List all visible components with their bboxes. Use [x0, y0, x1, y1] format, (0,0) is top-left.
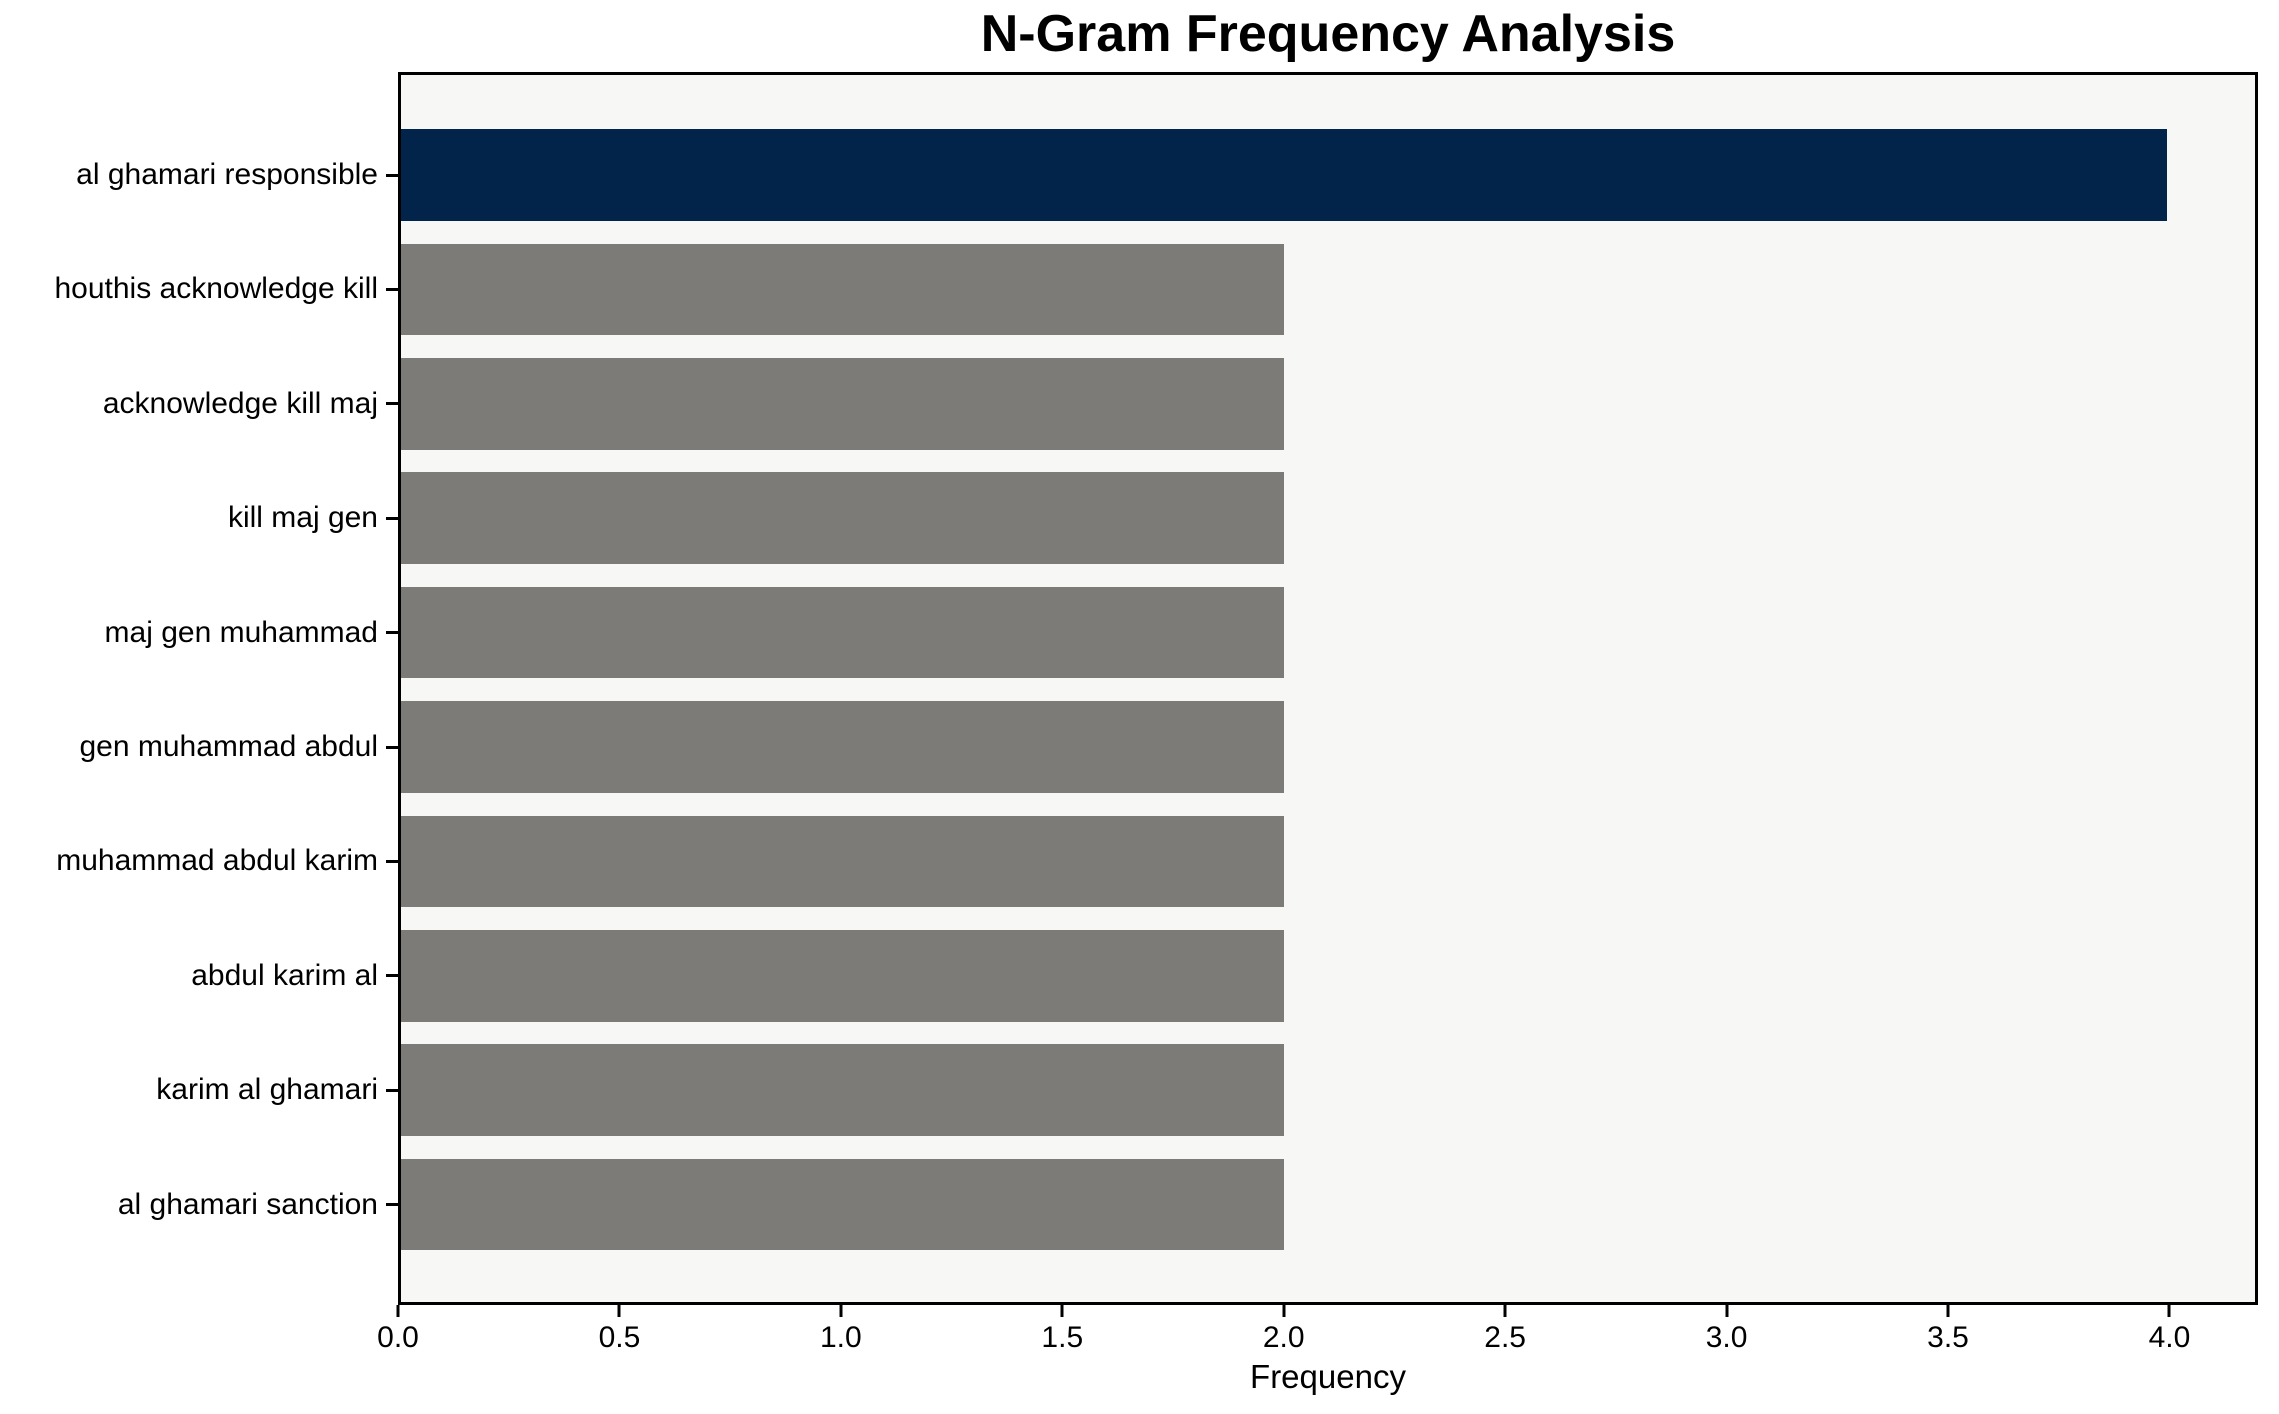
- y-tick-mark: [386, 745, 398, 749]
- x-tick-label: 1.5: [1041, 1321, 1084, 1354]
- bar: [401, 129, 2167, 221]
- x-tick-mark: [2167, 1305, 2171, 1317]
- y-tick-mark: [386, 287, 398, 291]
- x-tick-label: 3.0: [1705, 1321, 1748, 1354]
- bar: [401, 701, 1284, 793]
- x-tick-mark: [1503, 1305, 1507, 1317]
- x-tick-label: 0.5: [598, 1321, 641, 1354]
- x-tick-label: 0.0: [377, 1321, 419, 1354]
- y-tick-label: al ghamari sanction: [117, 1187, 378, 1221]
- y-tick-mark: [386, 631, 398, 635]
- x-tick-label: 2.5: [1484, 1321, 1526, 1354]
- bar: [401, 358, 1284, 450]
- plot-area: [398, 72, 2258, 1305]
- x-axis-title: Frequency: [1250, 1358, 1406, 1395]
- x-tick-label: 4.0: [2148, 1321, 2191, 1354]
- y-tick-mark: [386, 1203, 398, 1207]
- y-tick-mark: [386, 516, 398, 520]
- x-tick-label: 3.5: [1927, 1321, 1969, 1354]
- y-tick-label: kill maj gen: [227, 501, 378, 535]
- x-tick-mark: [617, 1305, 621, 1317]
- y-tick-label: muhammad abdul karim: [56, 844, 378, 878]
- y-tick-label: acknowledge kill maj: [102, 386, 378, 420]
- x-tick-mark: [1060, 1305, 1064, 1317]
- x-tick-mark: [1282, 1305, 1286, 1317]
- x-tick-label: 1.0: [819, 1321, 862, 1354]
- bar: [401, 815, 1284, 908]
- x-axis: 0.0 0.5 1.0 1.5 2.0 2.5 3.0 3.5 4.0: [377, 1305, 2258, 1405]
- x-tick-mark: [396, 1305, 400, 1317]
- y-tick-mark: [386, 402, 398, 406]
- y-tick-mark: [386, 859, 398, 863]
- x-tick-label: 2.0: [1262, 1321, 1305, 1354]
- y-tick-label: maj gen muhammad: [104, 615, 378, 649]
- y-tick-mark: [386, 173, 398, 177]
- bar: [401, 930, 1284, 1022]
- y-tick-label: abdul karim al: [191, 958, 378, 992]
- y-tick-label: gen muhammad abdul: [79, 730, 378, 763]
- x-tick-mark: [1946, 1305, 1950, 1317]
- x-tick-mark: [1725, 1305, 1729, 1317]
- bar: [401, 1044, 1284, 1136]
- x-tick-mark: [839, 1305, 843, 1317]
- bar: [401, 472, 1284, 564]
- y-tick-label: houthis acknowledge kill: [54, 272, 378, 306]
- bar: [401, 586, 1284, 679]
- y-tick-mark: [386, 1088, 398, 1092]
- chart-title: N-Gram Frequency Analysis: [980, 5, 1676, 63]
- y-tick-label: al ghamari responsible: [76, 158, 378, 191]
- y-tick-mark: [386, 974, 398, 978]
- bar: [401, 243, 1284, 336]
- bar: [401, 1158, 1284, 1251]
- y-tick-label: karim al ghamari: [156, 1073, 378, 1107]
